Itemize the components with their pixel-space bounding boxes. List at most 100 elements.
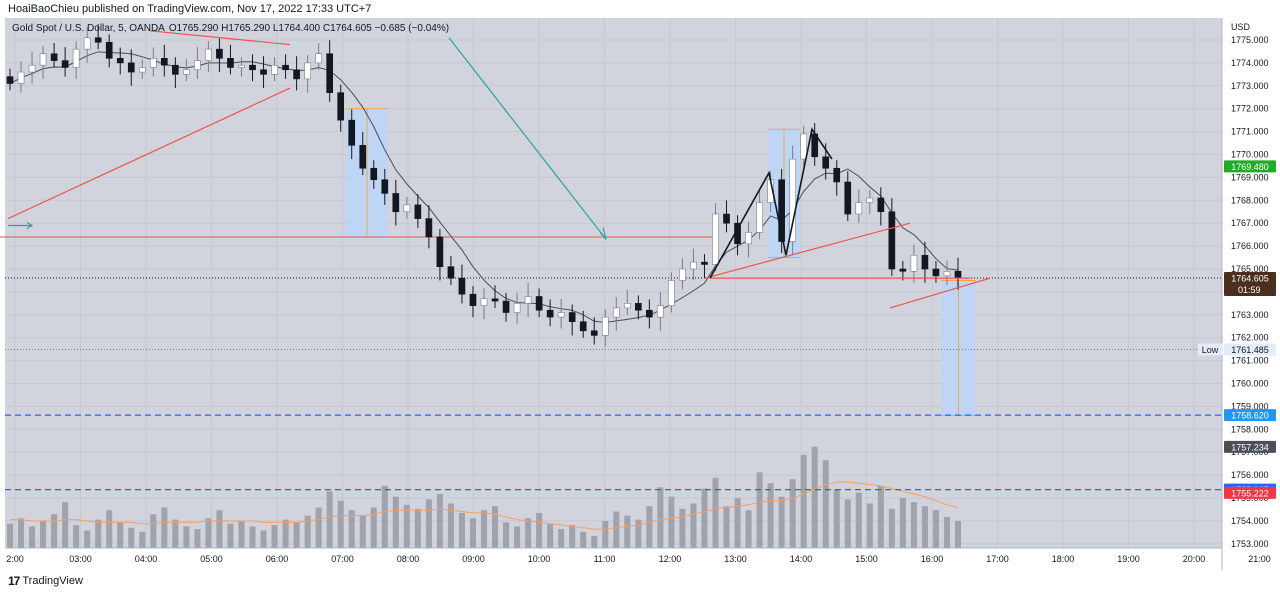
volume-bar: [701, 488, 708, 548]
candle-down: [359, 145, 367, 169]
price-tick-label: 1769.000: [1231, 172, 1269, 182]
volume-bar: [657, 487, 664, 548]
chart-area[interactable]: Gold Spot / U.S. Dollar, 5, OANDA O1765.2…: [0, 18, 1280, 570]
candle-up: [745, 232, 752, 245]
time-axis[interactable]: 2:00 03:00 04:00 05:00 06:00 07:00 08:00 09:00 1…: [6, 554, 1271, 564]
candle-down: [160, 58, 168, 66]
time-tick-label: 15:00: [855, 554, 878, 564]
price-chart[interactable]: Gold Spot / U.S. Dollar, 5, OANDA O1765.2…: [0, 18, 1280, 570]
candle-down: [954, 270, 962, 279]
candle-down: [535, 296, 543, 311]
candle-down: [447, 266, 455, 279]
candle-down: [392, 193, 400, 213]
candle-down: [932, 268, 940, 277]
candle-up: [657, 305, 664, 318]
moving-averages: [9, 51, 959, 323]
time-tick-label: 10:00: [528, 554, 551, 564]
time-tick-label: 03:00: [69, 554, 92, 564]
volume-bar: [844, 499, 851, 548]
volume-bar: [580, 531, 587, 548]
candle-up: [183, 69, 190, 75]
volume-bar: [315, 507, 322, 548]
candle-up: [513, 303, 521, 313]
volume-bar: [172, 519, 179, 548]
volume-bar: [227, 523, 234, 548]
candle-up: [557, 312, 565, 318]
low-tag-text: Low: [1202, 345, 1219, 355]
time-tick-label: 17:00: [986, 554, 1009, 564]
candle-up: [910, 254, 918, 272]
candle-down: [491, 298, 499, 302]
plot-background: [5, 18, 1222, 548]
volume-bar: [525, 518, 532, 548]
candle-down: [249, 64, 256, 71]
volume-bar: [194, 529, 201, 548]
volume-bar: [767, 483, 774, 548]
volume-bar: [536, 512, 543, 548]
volume-bar: [712, 477, 719, 548]
time-tick-label: 07:00: [331, 554, 354, 564]
time-tick-label: 08:00: [397, 554, 420, 564]
candles: [6, 24, 962, 347]
time-tick-label: 04:00: [135, 554, 158, 564]
time-tick-label: 14:00: [790, 554, 813, 564]
tradingview-logo-icon: 17: [8, 574, 20, 588]
volume-bar: [943, 516, 951, 548]
time-tick-label: 16:00: [921, 554, 944, 564]
volume-bar: [877, 485, 884, 548]
volume-bar: [480, 510, 488, 548]
volume-bar: [150, 514, 157, 548]
price-label-box: [1224, 440, 1276, 453]
candle-up: [679, 268, 686, 281]
candle-up: [480, 298, 488, 306]
volume-bar: [547, 523, 554, 548]
volume-bar: [602, 521, 609, 548]
currency-label: USD: [1231, 22, 1251, 32]
candle-up: [866, 197, 874, 203]
candle-up: [612, 307, 620, 318]
volume-bar: [6, 523, 14, 548]
volume-bar: [29, 526, 36, 548]
volume-bar: [381, 485, 388, 548]
candle-up: [205, 48, 212, 61]
candle-up: [315, 53, 322, 64]
price-tick-label: 1767.000: [1231, 218, 1269, 228]
volume-bar: [128, 527, 135, 548]
candle-down: [61, 60, 69, 68]
candle-down: [94, 37, 102, 43]
candle-down: [414, 204, 422, 219]
candle-down: [778, 179, 785, 242]
volume-bar: [932, 510, 939, 548]
volume-bar: [778, 496, 785, 548]
trend-line-red: [889, 277, 991, 309]
volume-bar: [249, 526, 256, 548]
volume-bar: [789, 479, 796, 548]
price-tick-label: 1770.000: [1231, 150, 1269, 160]
candle-down: [260, 69, 267, 75]
candle-up: [855, 202, 863, 215]
volume-bar: [458, 512, 465, 548]
volume-bar: [558, 529, 565, 548]
price-tick-label: 1760.000: [1231, 379, 1269, 389]
low-tag-box: [1198, 343, 1223, 356]
volume-bar: [888, 508, 895, 548]
price-tick-label: 1773.000: [1231, 81, 1269, 91]
annotations: [7, 30, 991, 309]
price-label-text: 1757.234: [1231, 442, 1269, 452]
volume-bar: [293, 522, 300, 548]
trend-arrow-teal: [448, 37, 607, 240]
candle-down: [127, 62, 135, 73]
price-label-text: 1755.222: [1231, 488, 1269, 498]
volume-bar: [271, 525, 278, 548]
price-tick-label: 1759.000: [1231, 401, 1269, 411]
price-tick-label: 1766.000: [1231, 241, 1269, 251]
candle-down: [921, 254, 929, 270]
candle-up: [17, 71, 25, 84]
volume-bar: [954, 521, 962, 548]
price-tick-label: 1774.000: [1231, 58, 1269, 68]
time-tick-label: 13:00: [724, 554, 747, 564]
tradingview-logo[interactable]: 17 TradingView: [8, 574, 83, 588]
candle-down: [172, 64, 179, 75]
price-tick-label: 1761.000: [1231, 356, 1269, 366]
candle-up: [83, 37, 91, 50]
